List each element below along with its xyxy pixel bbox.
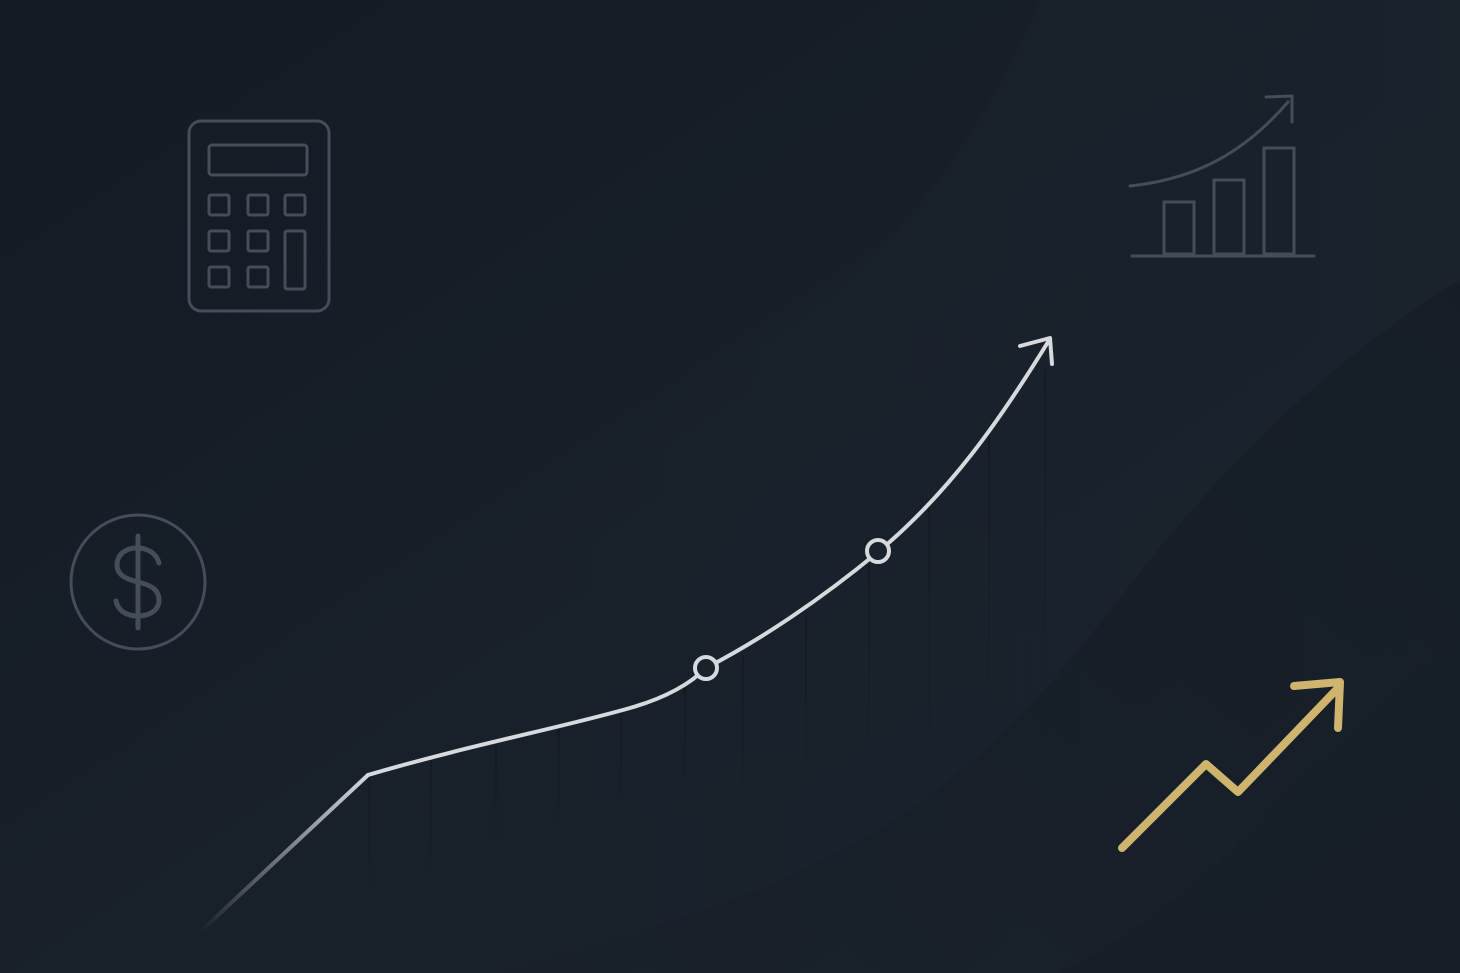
bar-chart-growth-icon xyxy=(1126,90,1318,262)
curve-marker xyxy=(693,655,719,681)
growth-curve-tail xyxy=(198,773,370,934)
faint-bar-shadows xyxy=(368,370,1046,896)
curve-marker xyxy=(865,538,891,564)
background-wave xyxy=(500,280,1460,973)
growth-curve-arrowhead xyxy=(1018,336,1054,366)
dollar-coin-icon xyxy=(68,512,208,652)
background-wave xyxy=(1060,640,1460,973)
calculator-icon xyxy=(186,118,332,314)
growth-curve-line xyxy=(366,340,1050,777)
trend-up-arrow-icon xyxy=(1110,672,1356,862)
